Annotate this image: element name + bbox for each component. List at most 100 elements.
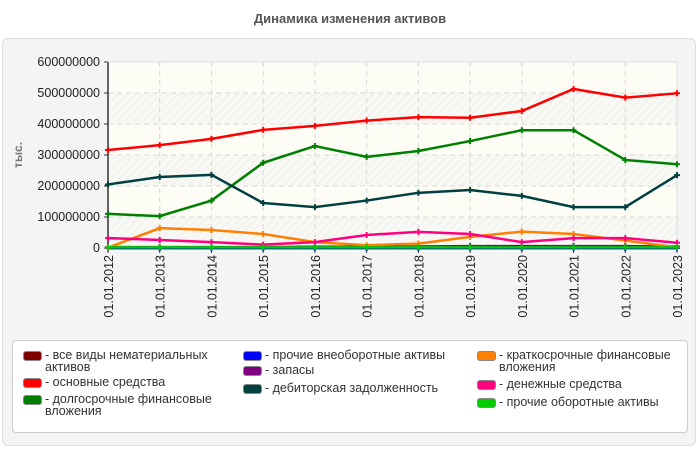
data-point <box>363 117 370 124</box>
data-point <box>674 90 680 97</box>
data-point <box>156 244 163 251</box>
data-point <box>415 244 422 251</box>
data-point <box>674 161 680 168</box>
legend-label: - запасы <box>265 363 315 377</box>
data-point <box>518 107 525 114</box>
data-point <box>518 239 525 246</box>
data-point <box>518 228 525 235</box>
data-point <box>467 138 474 145</box>
plot-svg: 0 100000000 200000000 300000000 400000000 500… <box>11 55 685 318</box>
legend-swatch <box>243 351 262 361</box>
y-axis-label: тыс. <box>11 142 25 168</box>
legend-label: - прочие оборотные активы <box>499 395 659 409</box>
data-point <box>208 227 215 234</box>
data-point <box>363 197 370 204</box>
legend-item: - запасы <box>243 364 314 376</box>
legend-item: - долгосрочные финансовые вложения <box>23 393 235 417</box>
x-tick-label: 01.01.2022 <box>619 255 633 318</box>
legend-item: - все виды нематериальных активов <box>23 349 235 373</box>
data-point <box>518 192 525 199</box>
data-point <box>208 135 215 142</box>
x-tick-label: 01.01.2020 <box>516 255 530 318</box>
legend-swatch <box>23 351 42 361</box>
data-point <box>105 235 111 242</box>
data-point <box>570 204 577 211</box>
data-point <box>311 143 318 150</box>
x-tick-label: 01.01.2015 <box>257 255 271 318</box>
data-point <box>363 244 370 251</box>
x-tick-label: 01.01.2014 <box>205 255 219 318</box>
legend-label: - дебиторская задолженность <box>265 381 439 395</box>
data-point <box>467 244 474 251</box>
y-tick-label: 0 <box>93 241 100 255</box>
legend-swatch <box>23 378 42 388</box>
data-point <box>518 244 525 251</box>
data-point <box>260 126 267 133</box>
series-line <box>107 230 678 246</box>
x-tick-label: 01.01.2019 <box>464 255 478 318</box>
series-line <box>107 226 678 249</box>
x-tick-label: 01.01.2021 <box>568 255 582 318</box>
data-point <box>105 181 111 188</box>
y-tick-label: 300000000 <box>37 148 100 162</box>
data-point <box>570 85 577 92</box>
series-line <box>107 128 678 218</box>
data-point <box>570 127 577 134</box>
data-point <box>363 153 370 160</box>
x-tick-label: 01.01.2023 <box>671 255 685 318</box>
legend-label: - прочие внеоборотные активы <box>265 348 446 362</box>
data-point <box>208 197 215 204</box>
y-tick-label: 100000000 <box>37 210 100 224</box>
legend-item: - краткосрочные финансовые вложения <box>477 349 687 373</box>
x-tick-label: 01.01.2018 <box>412 255 426 318</box>
y-tick-label: 500000000 <box>37 86 100 100</box>
y-tick-label: 400000000 <box>37 117 100 131</box>
data-point <box>518 127 525 134</box>
legend-swatch <box>23 395 42 405</box>
data-point <box>311 244 318 251</box>
legend-label: - все виды нематериальных активов <box>45 348 208 374</box>
data-point <box>105 244 111 251</box>
legend-item: - денежные средства <box>477 378 622 390</box>
data-point <box>415 228 422 235</box>
data-point <box>570 235 577 242</box>
data-point <box>208 244 215 251</box>
data-point <box>105 210 111 217</box>
data-point <box>570 244 577 251</box>
x-tick-label: 01.01.2016 <box>309 255 323 318</box>
x-tick-label: 01.01.2012 <box>102 255 116 318</box>
legend-item: - прочие оборотные активы <box>477 396 659 408</box>
data-point <box>415 147 422 154</box>
data-point <box>415 189 422 196</box>
data-point <box>260 231 267 238</box>
legend-item: - основные средства <box>23 376 165 388</box>
data-point <box>467 114 474 121</box>
series-line <box>107 173 678 209</box>
legend: - все виды нематериальных активов - основ… <box>12 340 688 433</box>
data-point <box>105 147 111 154</box>
legend-label: - основные средства <box>45 375 166 389</box>
y-tick-label: 200000000 <box>37 179 100 193</box>
data-point <box>260 200 267 207</box>
data-point <box>622 94 629 101</box>
legend-swatch <box>477 351 496 361</box>
data-point <box>208 171 215 178</box>
data-point <box>674 172 680 179</box>
data-point <box>156 213 163 220</box>
y-tick-label: 600000000 <box>37 55 100 69</box>
data-point <box>260 159 267 166</box>
data-point <box>467 187 474 194</box>
data-point <box>622 204 629 211</box>
data-point <box>311 122 318 129</box>
data-point <box>260 244 267 251</box>
data-point <box>363 231 370 238</box>
data-point <box>311 204 318 211</box>
legend-swatch <box>477 380 496 390</box>
data-point <box>156 142 163 149</box>
data-point <box>622 244 629 251</box>
data-point <box>467 231 474 238</box>
data-point <box>674 244 680 251</box>
chart-title: Динамика изменения активов <box>253 11 447 26</box>
data-point <box>156 236 163 243</box>
